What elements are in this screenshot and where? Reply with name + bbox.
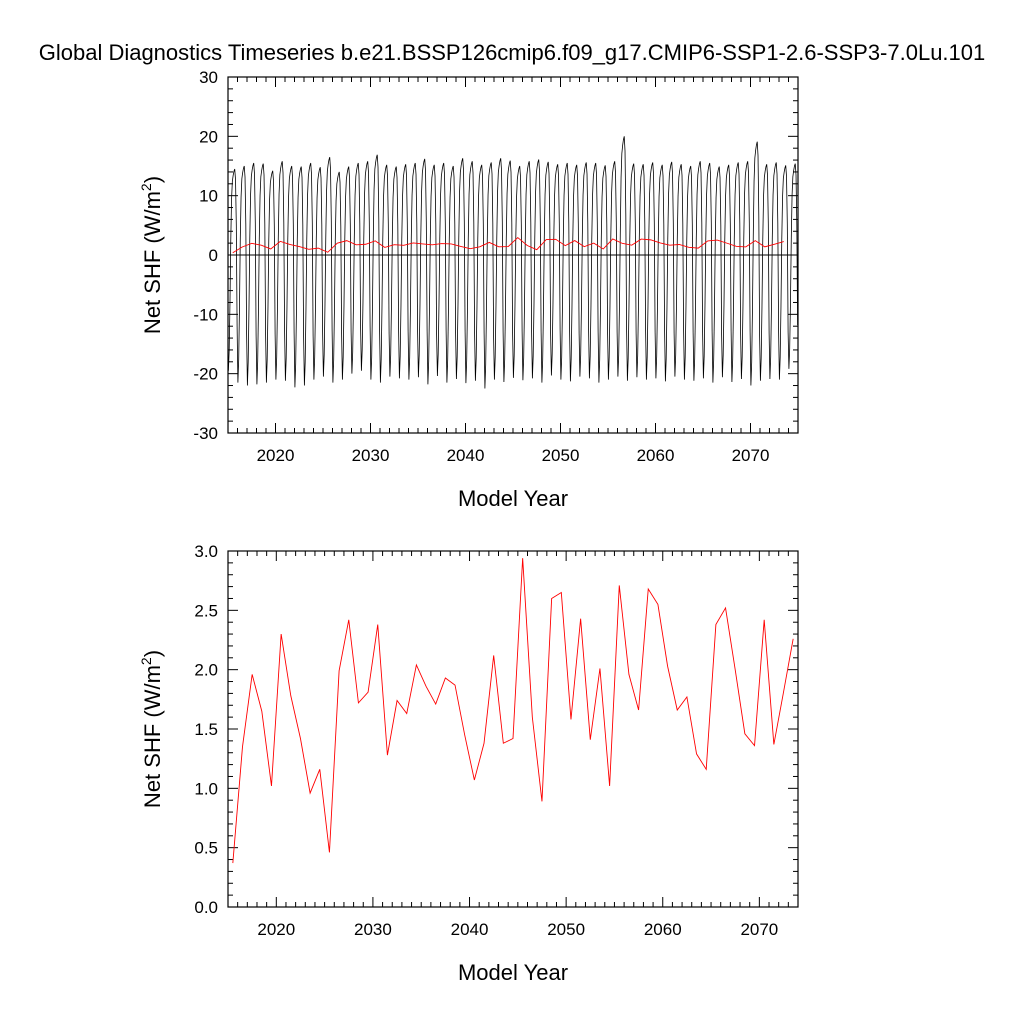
- series-annual-line: [232, 558, 794, 864]
- y-axis-title-close: ): [140, 650, 165, 657]
- y-tick-label: 1.0: [194, 779, 218, 798]
- plot-frame: [227, 76, 799, 434]
- x-tick-label: 2040: [447, 446, 485, 465]
- y-axis-title: Net SHF (W/m2): [138, 650, 165, 808]
- y-tick-label: 20: [199, 127, 218, 146]
- y-tick-label: 1.5: [194, 720, 218, 739]
- series-annual-line: [232, 236, 784, 254]
- y-axis-title-main: Net SHF (W/m: [140, 665, 165, 808]
- y-axis-title-close: ): [140, 176, 165, 183]
- y-tick-label: 10: [199, 187, 218, 206]
- x-tick-label: 2030: [352, 446, 390, 465]
- x-tick-label: 2060: [637, 446, 675, 465]
- y-tick-label: 0: [209, 246, 218, 265]
- x-tick-label: 2020: [257, 920, 295, 939]
- x-tick-label: 2050: [547, 920, 585, 939]
- plot-frame: [227, 550, 799, 908]
- y-tick-label: 0.0: [194, 898, 218, 917]
- x-axis-title: Model Year: [458, 486, 568, 511]
- x-tick-label: 2030: [354, 920, 392, 939]
- series-monthly-line: [228, 136, 798, 389]
- y-tick-label: 2.0: [194, 661, 218, 680]
- y-axis-title-main: Net SHF (W/m: [140, 191, 165, 334]
- x-tick-label: 2070: [732, 446, 770, 465]
- y-tick-label: -10: [193, 305, 218, 324]
- y-tick-label: -30: [193, 424, 218, 443]
- y-axis-title: Net SHF (W/m2): [138, 176, 165, 334]
- x-tick-label: 2060: [644, 920, 682, 939]
- y-tick-label: 0.5: [194, 839, 218, 858]
- y-tick-label: -20: [193, 365, 218, 384]
- plot-area: 2020 2030 2040 2050 2060 2070-30-20-100102030…: [138, 68, 799, 511]
- x-tick-label: 2050: [542, 446, 580, 465]
- y-axis-title-sup: 2: [138, 657, 154, 665]
- chart-title: Global Diagnostics Timeseries b.e21.BSSP…: [38, 40, 986, 65]
- y-axis-title-sup: 2: [138, 183, 154, 191]
- x-axis-title: Model Year: [458, 960, 568, 985]
- y-tick-label: 3.0: [194, 542, 218, 561]
- plot-area: 2020 2030 2040 2050 2060 2070 0.0 0.5 1.0 1.5 2.0 2…: [138, 542, 799, 985]
- x-tick-label: 2020: [257, 446, 295, 465]
- x-tick-label: 2040: [451, 920, 489, 939]
- y-tick-label: 30: [199, 68, 218, 87]
- y-tick-label: 2.5: [194, 601, 218, 620]
- x-tick-label: 2070: [740, 920, 778, 939]
